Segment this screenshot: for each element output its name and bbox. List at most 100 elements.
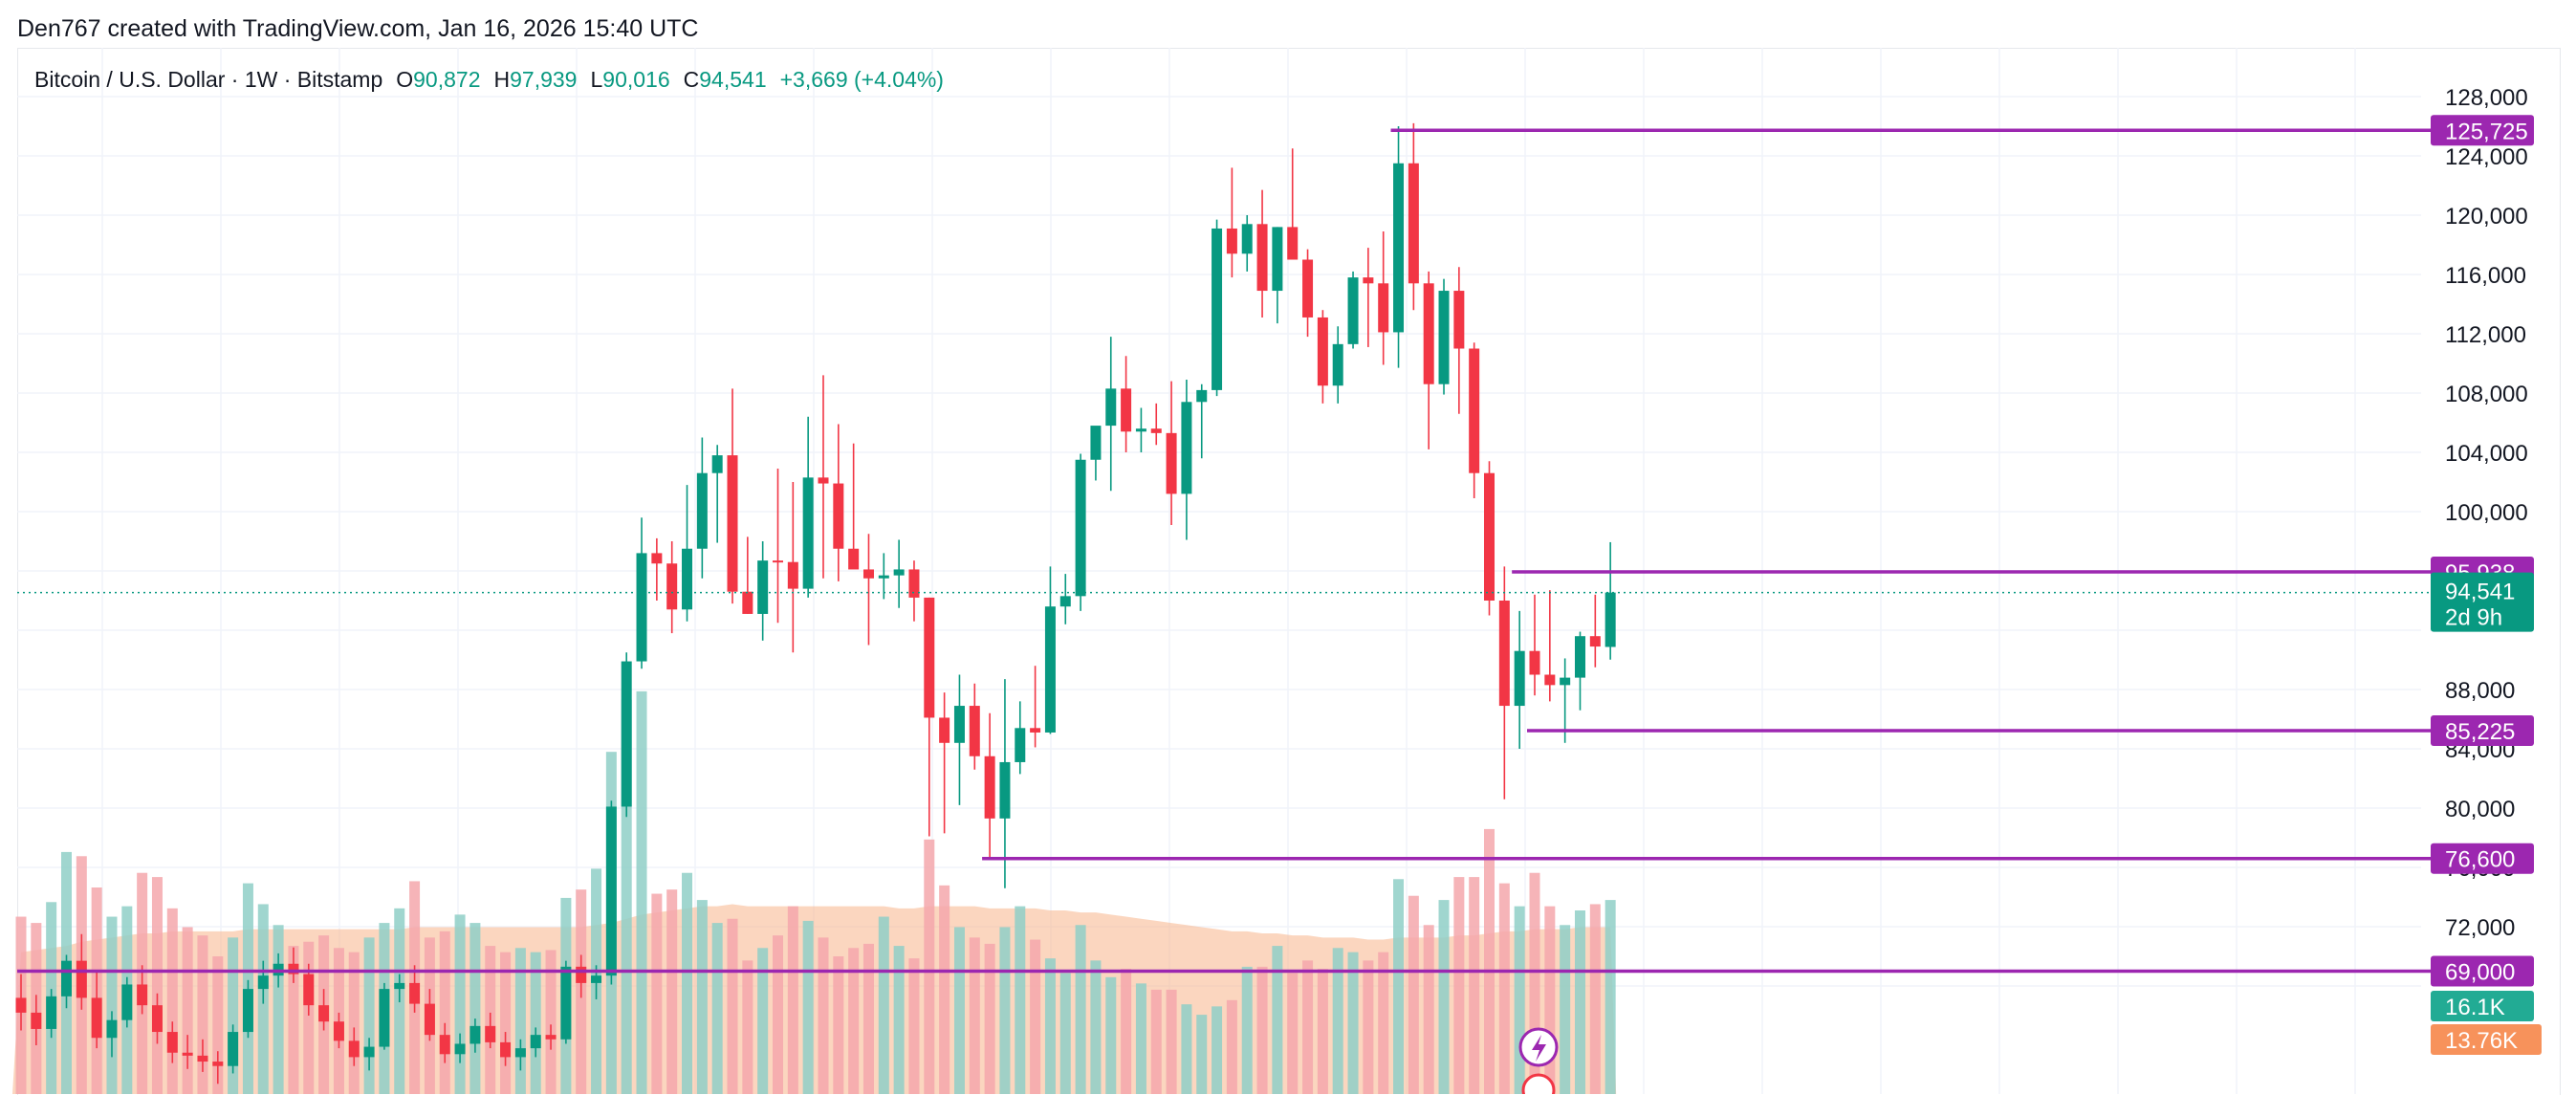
y-tick-label: 108,000 [2445,382,2528,407]
volume-bar [1408,895,1419,1094]
y-tick-label: 128,000 [2445,85,2528,111]
candle [1408,122,1419,311]
candle [409,965,421,1013]
candle [711,445,723,543]
candle [833,424,844,581]
volume-bar [1317,969,1328,1094]
candle-body [984,756,995,819]
countdown-text: 2d 9h [2445,605,2502,631]
candle [1272,227,1283,324]
candle [1438,278,1450,395]
high-label: H [493,67,511,92]
candle-body [1196,389,1208,403]
candle [605,800,617,985]
candle [757,541,769,641]
candle-body [939,717,950,743]
volume-bar [1514,906,1525,1094]
volume-bar [1226,999,1237,1094]
volume-bar [1181,1004,1192,1094]
candle-body [60,960,72,996]
candle-body [1544,674,1556,686]
candle [1030,666,1041,748]
candle-body [197,1055,208,1062]
candle [666,541,678,634]
candle [106,1011,118,1058]
candle [1498,566,1510,799]
candle [257,960,269,1004]
candle [514,1039,526,1071]
candle [787,482,798,653]
candle [15,974,27,1031]
candle [1105,337,1117,492]
y-tick-label: 104,000 [2445,441,2528,467]
y-tick-label: 112,000 [2445,322,2526,348]
candle [878,553,889,600]
candle [1196,383,1208,459]
candle [1226,167,1237,278]
candle-body [151,1005,163,1033]
y-tick-label: 100,000 [2445,500,2528,526]
candle-body [1317,317,1328,386]
horizontal-levels [17,128,2433,974]
candle-body [363,1046,375,1058]
candle-body [833,483,844,549]
symbol-name: Bitcoin / U.S. Dollar · 1W · Bitstamp [34,67,383,92]
candle-body [878,575,889,579]
volume-tag-text: 16.1K [2445,995,2505,1020]
volume-bar [348,952,360,1094]
candle-body [999,761,1011,819]
candle-body [591,975,602,983]
volume-bar [303,941,315,1094]
lightning-icon-bolt [1532,1035,1546,1062]
volume-bar [1044,958,1056,1094]
candle-body [530,1035,541,1049]
volume-bar [1589,904,1601,1094]
candle [742,537,753,614]
volume-bar [545,950,557,1094]
volume-bar [969,937,980,1094]
candle [500,1032,512,1066]
candle [424,989,435,1041]
candle-body [15,997,27,1013]
candle [1075,453,1086,611]
candle-body [773,560,783,563]
candle [1544,590,1556,702]
candle-body [1105,388,1117,427]
volume-bar [757,948,769,1094]
candle-body [621,661,632,807]
candle-body [394,982,405,990]
candle [1181,380,1192,540]
volume-bar [1059,973,1071,1094]
volume-bar [288,946,299,1094]
candle [31,995,42,1045]
candle [1589,594,1601,668]
volume-tag: 13.76K [2431,1024,2542,1055]
candle-body [1408,163,1419,284]
candle [636,517,647,669]
candle-body [1514,650,1525,707]
volume-bar [682,872,693,1094]
candle [288,947,299,983]
candle [1605,541,1616,660]
candle [1135,407,1146,452]
volume-bar [802,920,814,1094]
y-tick-label: 124,000 [2445,144,2528,170]
candle [454,1033,466,1063]
volume-bar [924,839,935,1094]
candle [151,993,163,1044]
candle-body [893,569,905,576]
level-tag-text: 76,600 [2445,847,2515,873]
candle-body [1393,163,1405,333]
volume-bar [773,935,783,1094]
volume-bar [197,935,208,1094]
y-tick-label: 116,000 [2445,263,2526,289]
candle-body [696,472,708,549]
candle-body [333,1021,344,1041]
candle [696,437,708,579]
candle-body [1302,259,1314,318]
close-label: C [683,67,700,92]
volume-bar [514,948,526,1094]
volume-bar [1529,872,1540,1094]
